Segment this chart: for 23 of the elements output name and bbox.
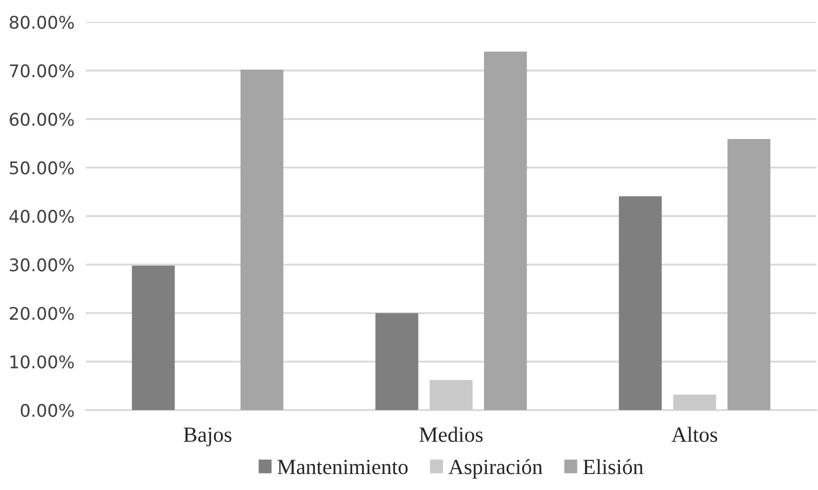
y-tick-label: 50.00% xyxy=(10,161,74,174)
x-tick-label: Altos xyxy=(672,426,718,442)
y-tick-label: 60.00% xyxy=(10,112,74,126)
bar xyxy=(430,380,473,410)
y-tick-label: 0.00% xyxy=(20,404,74,417)
y-tick-label: 70.00% xyxy=(10,64,74,78)
y-tick-label: 80.00% xyxy=(10,16,74,29)
legend-label: Elisión xyxy=(583,459,644,474)
bar xyxy=(240,70,284,410)
bar xyxy=(727,138,770,410)
y-tick-label: 20.00% xyxy=(10,306,74,320)
bar xyxy=(375,313,418,410)
bar xyxy=(618,196,662,410)
y-tick-label: 40.00% xyxy=(9,210,74,223)
bar xyxy=(132,266,175,410)
x-tick-label: Medios xyxy=(419,426,483,442)
x-tick-label: Bajos xyxy=(184,427,232,446)
bar xyxy=(673,394,716,410)
bar xyxy=(484,52,527,410)
legend-label: Mantenimiento xyxy=(278,460,408,474)
legend-label: Aspiración xyxy=(448,459,542,479)
y-tick-label: 30.00% xyxy=(10,258,74,272)
y-tick-label: 10.00% xyxy=(10,355,74,368)
